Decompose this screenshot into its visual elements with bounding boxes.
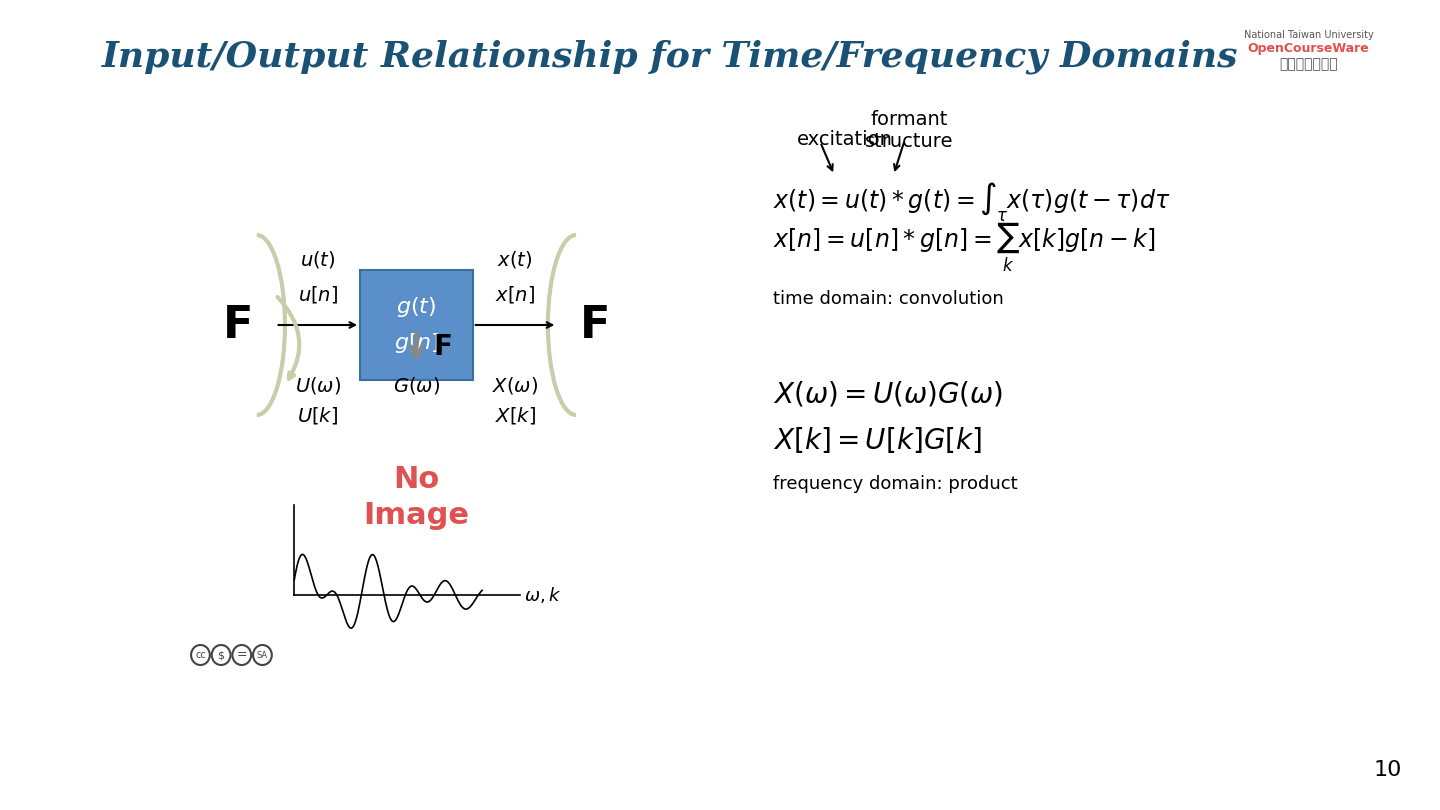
Text: frequency domain: product: frequency domain: product bbox=[773, 475, 1018, 493]
Text: formant
structure: formant structure bbox=[865, 110, 953, 151]
Text: OpenCourseWare: OpenCourseWare bbox=[1247, 42, 1369, 55]
Text: $u[n]$: $u[n]$ bbox=[298, 284, 338, 305]
Text: $x[n]=u[n]*g[n]=\sum_{k}x[k]g[n-k]$: $x[n]=u[n]*g[n]=\sum_{k}x[k]g[n-k]$ bbox=[773, 220, 1156, 274]
Text: $X[k]$: $X[k]$ bbox=[494, 405, 536, 426]
Text: $g(t)$: $g(t)$ bbox=[396, 295, 436, 319]
Text: $x(t)=u(t)*g(t)=\int_{\tau}x(\tau)g(t-\tau)d\tau$: $x(t)=u(t)*g(t)=\int_{\tau}x(\tau)g(t-\t… bbox=[773, 180, 1171, 224]
Text: F: F bbox=[580, 304, 611, 347]
Text: $G(\omega)$: $G(\omega)$ bbox=[393, 375, 441, 396]
Text: F: F bbox=[433, 333, 452, 361]
Text: $x[n]$: $x[n]$ bbox=[495, 284, 536, 305]
Text: ｛大開放式課程: ｛大開放式課程 bbox=[1279, 57, 1338, 71]
Text: F: F bbox=[223, 304, 253, 347]
Text: $\omega, k$: $\omega, k$ bbox=[524, 585, 562, 605]
Text: 10: 10 bbox=[1374, 760, 1403, 780]
Text: SA: SA bbox=[256, 650, 268, 659]
Text: $: $ bbox=[217, 650, 225, 660]
Text: No
Image: No Image bbox=[363, 465, 469, 530]
Text: National Taiwan University: National Taiwan University bbox=[1244, 30, 1374, 40]
Text: $X[k]=U[k]G[k]$: $X[k]=U[k]G[k]$ bbox=[773, 425, 982, 455]
Text: time domain: convolution: time domain: convolution bbox=[773, 290, 1004, 308]
Text: Input/Output Relationship for Time/Frequency Domains: Input/Output Relationship for Time/Frequ… bbox=[102, 40, 1238, 75]
Text: $g[n]$: $g[n]$ bbox=[393, 331, 439, 355]
Text: $X(\omega)$: $X(\omega)$ bbox=[492, 375, 539, 396]
Text: excitation: excitation bbox=[796, 130, 893, 149]
Text: $u(t)$: $u(t)$ bbox=[300, 249, 336, 270]
Text: $X(\omega)=U(\omega)G(\omega)$: $X(\omega)=U(\omega)G(\omega)$ bbox=[773, 380, 1004, 409]
Text: =: = bbox=[236, 649, 248, 662]
Text: $x(t)$: $x(t)$ bbox=[497, 249, 533, 270]
FancyBboxPatch shape bbox=[360, 270, 472, 380]
Text: $U(\omega)$: $U(\omega)$ bbox=[295, 375, 341, 396]
Text: cc: cc bbox=[194, 650, 206, 660]
Text: $U[k]$: $U[k]$ bbox=[297, 405, 338, 426]
